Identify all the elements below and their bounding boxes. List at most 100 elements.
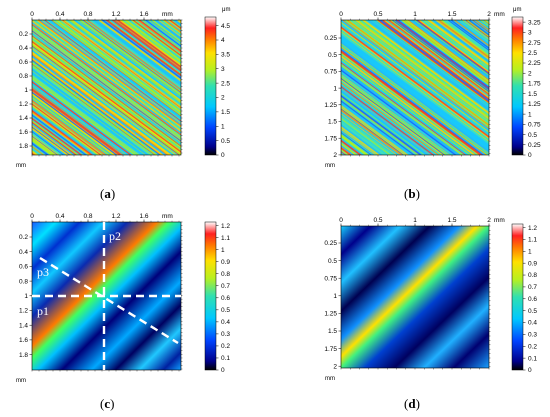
surface-stripe — [32, 39, 181, 152]
profile-label-p3: p3 — [37, 265, 49, 279]
surface-stripe — [32, 119, 80, 155]
surface-stripe — [341, 112, 398, 155]
surface-stripe — [341, 28, 489, 140]
panel-c-map — [32, 222, 181, 370]
colorbar-tick-label: 0.2 — [528, 343, 537, 350]
y-tick-label: 0.25 — [324, 35, 337, 42]
surface-stripe — [32, 76, 137, 155]
surface-stripe — [546, 20, 550, 155]
colorbar-tick-label: 0.9 — [528, 260, 537, 267]
surface-stripe — [392, 20, 489, 93]
surface-stripe — [341, 94, 423, 155]
surface-stripe — [32, 45, 180, 155]
colorbar-tick-label: 1 — [528, 249, 532, 256]
surface-stripe — [32, 38, 181, 150]
y-tick-label: 0.6 — [19, 59, 28, 66]
y-tick-label: 1.5 — [328, 328, 337, 335]
surface-stripe — [387, 20, 489, 96]
surface-stripe — [341, 85, 435, 155]
colorbar-tick-label: 1 — [221, 247, 225, 254]
y-tick-label: 0.6 — [19, 264, 28, 271]
surface-stripe — [32, 92, 116, 155]
surface-stripe — [167, 20, 181, 31]
surface-stripe — [341, 44, 489, 155]
surface-stripe — [32, 85, 126, 155]
x-tick-label: 0.8 — [83, 213, 92, 220]
surface-stripe — [341, 34, 489, 147]
colorbar-tick-label: 3 — [528, 30, 532, 37]
colorbar-tick-label: 0.4 — [528, 320, 537, 327]
surface-stripe — [341, 31, 489, 144]
surface-stripe — [541, 20, 550, 155]
panel-a-colorbar-unit: μm — [222, 7, 230, 13]
surface-stripe — [32, 63, 155, 155]
surface-stripe — [94, 20, 181, 85]
surface-stripe — [76, 20, 181, 98]
surface-stripe — [452, 20, 489, 48]
surface-stripe — [341, 54, 476, 155]
surface-stripe — [32, 55, 166, 155]
surface-stripe — [450, 20, 489, 49]
y-tick-label: 1.5 — [328, 119, 337, 126]
colorbar-tick-label: 1.2 — [528, 225, 537, 232]
surface-stripe — [32, 35, 181, 149]
surface-stripe — [543, 20, 550, 155]
surface-stripe — [71, 20, 181, 102]
x-tick-label: 0.5 — [373, 11, 382, 18]
colorbar-tick-label: 0.5 — [528, 308, 537, 315]
surface-stripe — [127, 20, 181, 60]
x-tick-label: 0 — [30, 11, 34, 18]
surface-stripe — [32, 123, 74, 155]
surface-stripe — [341, 128, 376, 155]
surface-stripe — [111, 20, 181, 72]
y-tick-label: 1.6 — [19, 337, 28, 344]
surface-stripe — [425, 20, 489, 68]
y-tick-label: 1.2 — [19, 101, 28, 108]
colorbar-tick-label: 2.75 — [528, 40, 541, 47]
surface-stripe — [46, 20, 181, 121]
surface-stripe — [380, 20, 489, 101]
surface-stripe — [341, 71, 454, 155]
surface-stripe — [417, 20, 489, 74]
surface-stripe — [63, 20, 181, 108]
surface-stripe — [32, 88, 121, 155]
x-tick-label: 1.5 — [447, 11, 456, 18]
surface-stripe — [341, 89, 429, 155]
surface-stripe — [361, 20, 489, 115]
y-tick-label: 1.6 — [19, 129, 28, 136]
surface-stripe — [341, 125, 381, 155]
panel-c: p1 p2 p3 0 0.4 0.8 1.2 1.6 mm0.20.40.60.811.2… — [16, 213, 230, 411]
surface-stripe — [32, 117, 83, 155]
surface-stripe — [356, 20, 489, 119]
surface-stripe — [341, 35, 489, 148]
surface-stripe — [412, 20, 489, 77]
surface-stripe — [341, 114, 396, 155]
x-tick-label: 1.6 — [139, 11, 148, 18]
surface-stripe — [341, 47, 486, 155]
y-tick-label: 1 — [333, 85, 337, 92]
surface-stripe — [341, 31, 489, 142]
y-tick-label: 0.2 — [19, 31, 28, 38]
surface-stripe — [32, 48, 175, 155]
surface-stripe — [32, 97, 110, 155]
surface-stripe — [341, 51, 481, 155]
surface-stripe — [32, 124, 73, 155]
surface-stripe — [73, 20, 181, 100]
y-tick-label: 1.4 — [19, 322, 28, 329]
colorbar-tick-label: 0.9 — [221, 259, 230, 266]
surface-stripe — [414, 20, 489, 76]
panel-a-stripes — [32, 20, 181, 155]
surface-stripe — [341, 66, 460, 155]
surface-stripe — [32, 82, 129, 155]
colorbar-tick-label: 0.25 — [528, 142, 541, 149]
surface-stripe — [143, 20, 181, 49]
surface-stripe — [341, 108, 403, 155]
colorbar-tick-label: 0 — [528, 152, 532, 159]
surface-stripe — [154, 20, 336, 155]
panel-c-colorbar — [204, 221, 217, 371]
panel-d-colorbar — [511, 223, 524, 371]
surface-stripe — [32, 76, 139, 155]
x-tick-label: 1.2 — [111, 11, 120, 18]
surface-stripe — [353, 20, 489, 121]
surface-stripe — [341, 121, 385, 155]
